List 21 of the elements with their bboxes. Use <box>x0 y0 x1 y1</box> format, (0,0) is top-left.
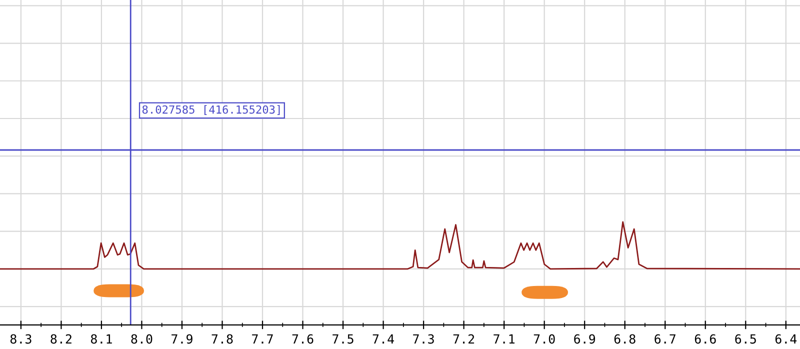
x-tick-label: 7.7 <box>252 334 273 344</box>
x-tick-label: 7.0 <box>534 334 555 344</box>
x-tick-label: 6.8 <box>614 334 636 344</box>
x-tick-label: 7.8 <box>212 334 233 344</box>
ref-line-label: 8.027585 [416.155203] <box>142 105 280 116</box>
x-tick-label: 7.6 <box>292 334 314 344</box>
x-tick-label: 8.3 <box>10 334 32 344</box>
x-tick-label: 6.4 <box>775 334 797 344</box>
x-tick-label: 7.1 <box>494 334 515 344</box>
x-tick-label: 7.9 <box>172 334 192 344</box>
x-tick-label: 7.4 <box>372 334 394 344</box>
x-tick-label: 8.2 <box>50 334 72 344</box>
x-tick-label: 7.3 <box>413 334 434 344</box>
x-tick-label: 8.1 <box>90 334 112 344</box>
x-tick-label: 7.5 <box>332 334 354 344</box>
x-tick-label: 6.5 <box>735 334 756 344</box>
x-tick-label: 6.7 <box>654 334 676 344</box>
x-tick-label: 7.2 <box>453 334 474 344</box>
x-tick-label: 8.0 <box>131 334 152 344</box>
x-tick-label: 6.6 <box>694 334 716 344</box>
x-tick-label: 6.9 <box>574 334 596 344</box>
